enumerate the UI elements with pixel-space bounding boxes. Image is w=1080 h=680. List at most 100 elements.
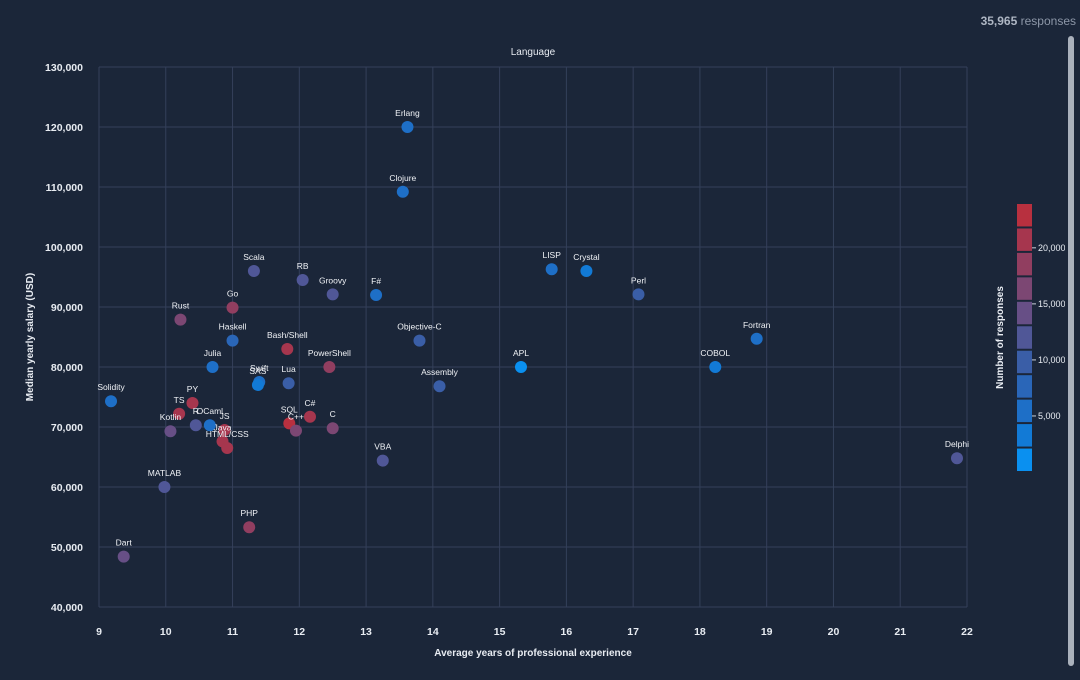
data-point-cobol[interactable] bbox=[709, 361, 722, 373]
colorbar-tick-label: 20,000 bbox=[1038, 243, 1065, 253]
data-point-sas[interactable] bbox=[251, 379, 264, 391]
data-point-dart[interactable] bbox=[117, 550, 130, 563]
data-point-kotlin[interactable] bbox=[164, 425, 177, 438]
point-label: Go bbox=[227, 289, 239, 299]
data-point-matlab[interactable] bbox=[158, 481, 171, 493]
x-tick-label: 14 bbox=[427, 626, 439, 638]
colorbar-swatch bbox=[1017, 399, 1032, 423]
x-tick-label: 19 bbox=[761, 626, 773, 638]
data-point-rust[interactable] bbox=[174, 313, 187, 326]
x-tick-label: 22 bbox=[961, 626, 973, 638]
colorbar-swatch bbox=[1017, 228, 1032, 251]
x-tick-label: 16 bbox=[561, 626, 573, 638]
x-tick-label: 11 bbox=[227, 626, 238, 638]
data-point-delphi[interactable] bbox=[950, 452, 963, 465]
data-point-scala[interactable] bbox=[247, 265, 260, 277]
scrollbar-track[interactable] bbox=[1068, 36, 1074, 666]
data-point-crystal[interactable] bbox=[580, 265, 593, 277]
data-point-c-[interactable] bbox=[289, 424, 302, 437]
data-point-f-[interactable] bbox=[370, 289, 383, 301]
point-label: Dart bbox=[116, 538, 133, 548]
colorbar-label: Number of responses bbox=[995, 286, 1006, 389]
responses-number: 35,965 bbox=[980, 14, 1018, 28]
point-label: OCaml bbox=[197, 406, 224, 416]
data-point-ocaml[interactable] bbox=[203, 419, 216, 432]
point-label: Fortran bbox=[743, 320, 771, 330]
data-point-c-[interactable] bbox=[303, 410, 316, 423]
point-label: MATLAB bbox=[148, 468, 182, 478]
data-point-powershell[interactable] bbox=[323, 361, 336, 373]
y-tick-label: 40,000 bbox=[51, 602, 83, 614]
x-tick-label: 20 bbox=[828, 626, 840, 638]
x-tick-label: 18 bbox=[694, 626, 706, 638]
data-point-py[interactable] bbox=[186, 397, 199, 409]
point-label: Rust bbox=[172, 301, 190, 311]
y-tick-label: 50,000 bbox=[51, 542, 83, 554]
colorbar-swatch bbox=[1017, 204, 1032, 227]
colorbar-swatch bbox=[1017, 448, 1032, 471]
data-point-vba[interactable] bbox=[376, 454, 389, 467]
point-label: Erlang bbox=[395, 108, 420, 118]
data-point-objective-c[interactable] bbox=[413, 334, 426, 347]
data-point-html-css[interactable] bbox=[221, 442, 234, 454]
colorbar-swatch bbox=[1017, 301, 1032, 325]
point-label: HTML/CSS bbox=[206, 429, 249, 439]
y-tick-label: 110,000 bbox=[46, 182, 84, 194]
point-label: Lua bbox=[282, 364, 296, 374]
point-label: Crystal bbox=[573, 252, 600, 262]
y-tick-label: 120,000 bbox=[45, 122, 83, 134]
point-label: VBA bbox=[374, 442, 391, 452]
data-point-ts[interactable] bbox=[173, 407, 186, 420]
x-tick-label: 15 bbox=[494, 626, 506, 638]
data-point-lisp[interactable] bbox=[545, 263, 558, 276]
colorbar-swatch bbox=[1017, 277, 1032, 300]
point-label: Groovy bbox=[319, 275, 347, 285]
point-label: Scala bbox=[243, 252, 265, 262]
data-point-perl[interactable] bbox=[632, 288, 645, 301]
point-label: Haskell bbox=[219, 322, 247, 332]
data-point-erlang[interactable] bbox=[401, 121, 414, 133]
data-point-fortran[interactable] bbox=[750, 332, 763, 345]
point-label: R bbox=[193, 406, 199, 416]
data-point-php[interactable] bbox=[243, 521, 256, 534]
y-tick-label: 100,000 bbox=[45, 242, 83, 254]
scrollbar-thumb[interactable] bbox=[1068, 36, 1074, 666]
point-label: C bbox=[330, 409, 336, 419]
data-point-c[interactable] bbox=[326, 422, 339, 435]
colorbar-swatch bbox=[1017, 350, 1032, 374]
data-point-julia[interactable] bbox=[206, 361, 219, 373]
colorbar-tick-label: 10,000 bbox=[1038, 355, 1065, 365]
data-point-apl[interactable] bbox=[514, 361, 527, 373]
colorbar-swatch bbox=[1017, 252, 1032, 276]
point-label: Objective-C bbox=[397, 322, 441, 332]
y-tick-label: 60,000 bbox=[51, 482, 83, 494]
data-point-go[interactable] bbox=[226, 301, 239, 314]
point-label: Julia bbox=[204, 348, 222, 358]
point-label: C++ bbox=[288, 412, 304, 422]
point-label: Java bbox=[214, 422, 232, 432]
point-label: COBOL bbox=[700, 348, 730, 358]
data-point-groovy[interactable] bbox=[326, 288, 339, 301]
data-point-rb[interactable] bbox=[296, 274, 309, 286]
point-label: TS bbox=[174, 395, 185, 405]
x-tick-label: 12 bbox=[293, 626, 305, 638]
point-label: Assembly bbox=[421, 367, 459, 377]
data-point-clojure[interactable] bbox=[396, 185, 409, 198]
point-label: LISP bbox=[542, 250, 561, 260]
point-label: Kotlin bbox=[160, 412, 182, 422]
data-point-bash-shell[interactable] bbox=[281, 343, 294, 355]
chart-title: Language bbox=[511, 47, 556, 58]
point-label: RB bbox=[297, 261, 309, 271]
data-point-r[interactable] bbox=[189, 419, 202, 432]
data-point-js[interactable] bbox=[218, 424, 231, 436]
point-label: SQL bbox=[281, 404, 298, 414]
data-point-lua[interactable] bbox=[282, 377, 295, 390]
colorbar-swatch bbox=[1017, 375, 1032, 398]
data-point-haskell[interactable] bbox=[226, 334, 239, 347]
colorbar-swatch bbox=[1017, 424, 1032, 447]
data-point-solidity[interactable] bbox=[105, 395, 118, 408]
colorbar: 5,000 10,000 15,000 20,000 bbox=[1017, 204, 1065, 471]
y-axis-label: Median yearly salary (USD) bbox=[25, 273, 36, 401]
data-point-assembly[interactable] bbox=[433, 380, 446, 393]
